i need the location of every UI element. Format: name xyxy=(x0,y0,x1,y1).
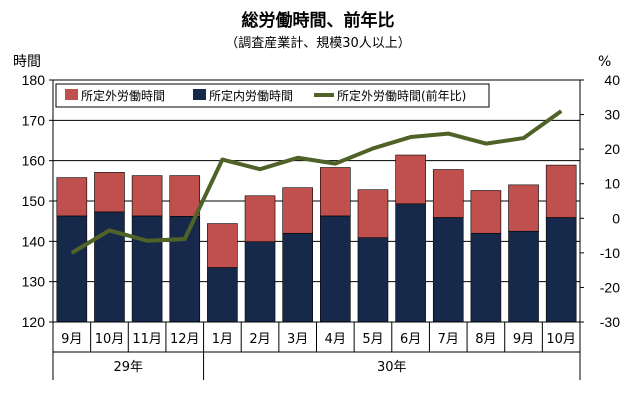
category-label-9: 5月 xyxy=(362,332,383,347)
bar-overtime-6 xyxy=(244,195,276,243)
ratio-point-2 xyxy=(108,229,110,231)
bar-scheduled-12 xyxy=(470,232,502,323)
bar-scheduled-5 xyxy=(207,267,238,323)
line-overtime-ratio xyxy=(70,109,563,255)
y-left-tick-label: 130 xyxy=(22,274,46,290)
bar-scheduled-10 xyxy=(395,203,426,323)
bar-overtime-7 xyxy=(282,187,313,234)
bar-overtime-11 xyxy=(432,169,464,218)
category-axis: 9月 10月 11月 12月 1月 2月 3月 4月 5月 6月 7月 8月 9月 10月 29年 30年 xyxy=(52,322,581,380)
y-left-axis-label: 時間 xyxy=(13,54,41,70)
ratio-point-5 xyxy=(221,159,223,161)
category-label-13: 9月 xyxy=(513,332,534,347)
bar-scheduled-14 xyxy=(545,217,577,323)
legend-label-overtime: 所定外労働時間 xyxy=(81,88,165,103)
bars xyxy=(56,154,577,323)
ratio-point-14 xyxy=(560,110,562,112)
ratio-point-10 xyxy=(410,136,412,138)
ratio-point-11 xyxy=(447,133,449,135)
category-label-4: 12月 xyxy=(170,332,200,347)
bar-overtime-1 xyxy=(56,177,88,217)
bar-overtime-10 xyxy=(395,154,426,205)
category-label-12: 8月 xyxy=(475,332,496,347)
category-label-2: 10月 xyxy=(95,332,125,347)
ratio-point-8 xyxy=(334,163,336,165)
year-label-1: 29年 xyxy=(114,360,144,375)
legend: 所定外労働時間 所定内労働時間 所定外労働時間(前年比) xyxy=(55,83,490,108)
bar-overtime-9 xyxy=(357,189,389,239)
y-left-tick-label: 170 xyxy=(22,112,46,128)
ratio-point-6 xyxy=(259,168,261,170)
y-left-tick-label: 140 xyxy=(22,233,46,249)
category-label-1: 9月 xyxy=(61,332,82,347)
bar-overtime-12 xyxy=(470,190,502,234)
chart-subtitle: （調査産業計、規模30人以上） xyxy=(225,35,411,51)
bar-scheduled-13 xyxy=(508,230,539,323)
bar-scheduled-8 xyxy=(320,215,351,323)
year-label-2: 30年 xyxy=(377,360,407,375)
bar-scheduled-3 xyxy=(131,215,163,323)
ratio-point-13 xyxy=(523,137,525,139)
legend-swatch-scheduled xyxy=(193,89,206,100)
y-right-tick-label: 10 xyxy=(604,176,620,192)
tick-labels: 120 130 140 150 160 170 180 -30 -20 -10 0 10 20 30 40 xyxy=(22,72,621,330)
y-right-tick-label: -10 xyxy=(600,245,620,261)
bar-scheduled-6 xyxy=(244,241,276,323)
legend-swatch-overtime xyxy=(65,89,78,100)
bar-overtime-5 xyxy=(207,223,238,268)
bar-scheduled-4 xyxy=(169,216,201,323)
bar-scheduled-1 xyxy=(56,215,88,323)
bar-scheduled-7 xyxy=(282,232,313,323)
ratio-point-7 xyxy=(297,157,299,159)
y-left-tick-label: 120 xyxy=(22,314,46,330)
category-label-10: 6月 xyxy=(400,332,421,347)
legend-box xyxy=(55,83,490,108)
bar-overtime-4 xyxy=(169,175,201,217)
ratio-point-4 xyxy=(184,238,186,240)
y-right-tick-label: 30 xyxy=(604,107,620,123)
bar-overtime-2 xyxy=(94,172,125,213)
ratio-point-9 xyxy=(372,147,374,149)
ratio-point-3 xyxy=(146,240,148,242)
y-right-tick-label: -20 xyxy=(600,279,620,295)
bar-scheduled-9 xyxy=(357,237,389,323)
y-right-tick-label: 40 xyxy=(604,72,620,88)
y-right-tick-label: -30 xyxy=(600,314,620,330)
y-right-axis-label: % xyxy=(598,54,611,70)
y-right-tick-label: 20 xyxy=(604,141,620,157)
y-left-tick-label: 160 xyxy=(22,153,46,169)
ratio-point-12 xyxy=(485,143,487,145)
bar-scheduled-11 xyxy=(432,217,464,323)
y-left-tick-label: 150 xyxy=(22,193,46,209)
ratio-point-1 xyxy=(71,252,73,254)
category-label-11: 7月 xyxy=(438,332,459,347)
category-label-7: 3月 xyxy=(287,332,308,347)
category-label-6: 2月 xyxy=(249,332,270,347)
bar-overtime-8 xyxy=(320,167,351,217)
bar-overtime-3 xyxy=(131,175,163,217)
legend-label-ratio: 所定外労働時間(前年比) xyxy=(337,88,466,103)
y-left-tick-label: 180 xyxy=(22,72,46,88)
category-label-8: 4月 xyxy=(325,332,346,347)
y-right-tick-label: 0 xyxy=(612,210,620,226)
bar-overtime-14 xyxy=(545,164,577,218)
bar-overtime-13 xyxy=(508,184,539,232)
category-label-5: 1月 xyxy=(212,332,233,347)
chart-title: 総労働時間、前年比 xyxy=(242,10,395,31)
legend-label-scheduled: 所定内労働時間 xyxy=(209,88,293,103)
category-label-14: 10月 xyxy=(546,332,576,347)
ratio-line xyxy=(70,109,563,255)
category-label-3: 11月 xyxy=(132,332,162,347)
